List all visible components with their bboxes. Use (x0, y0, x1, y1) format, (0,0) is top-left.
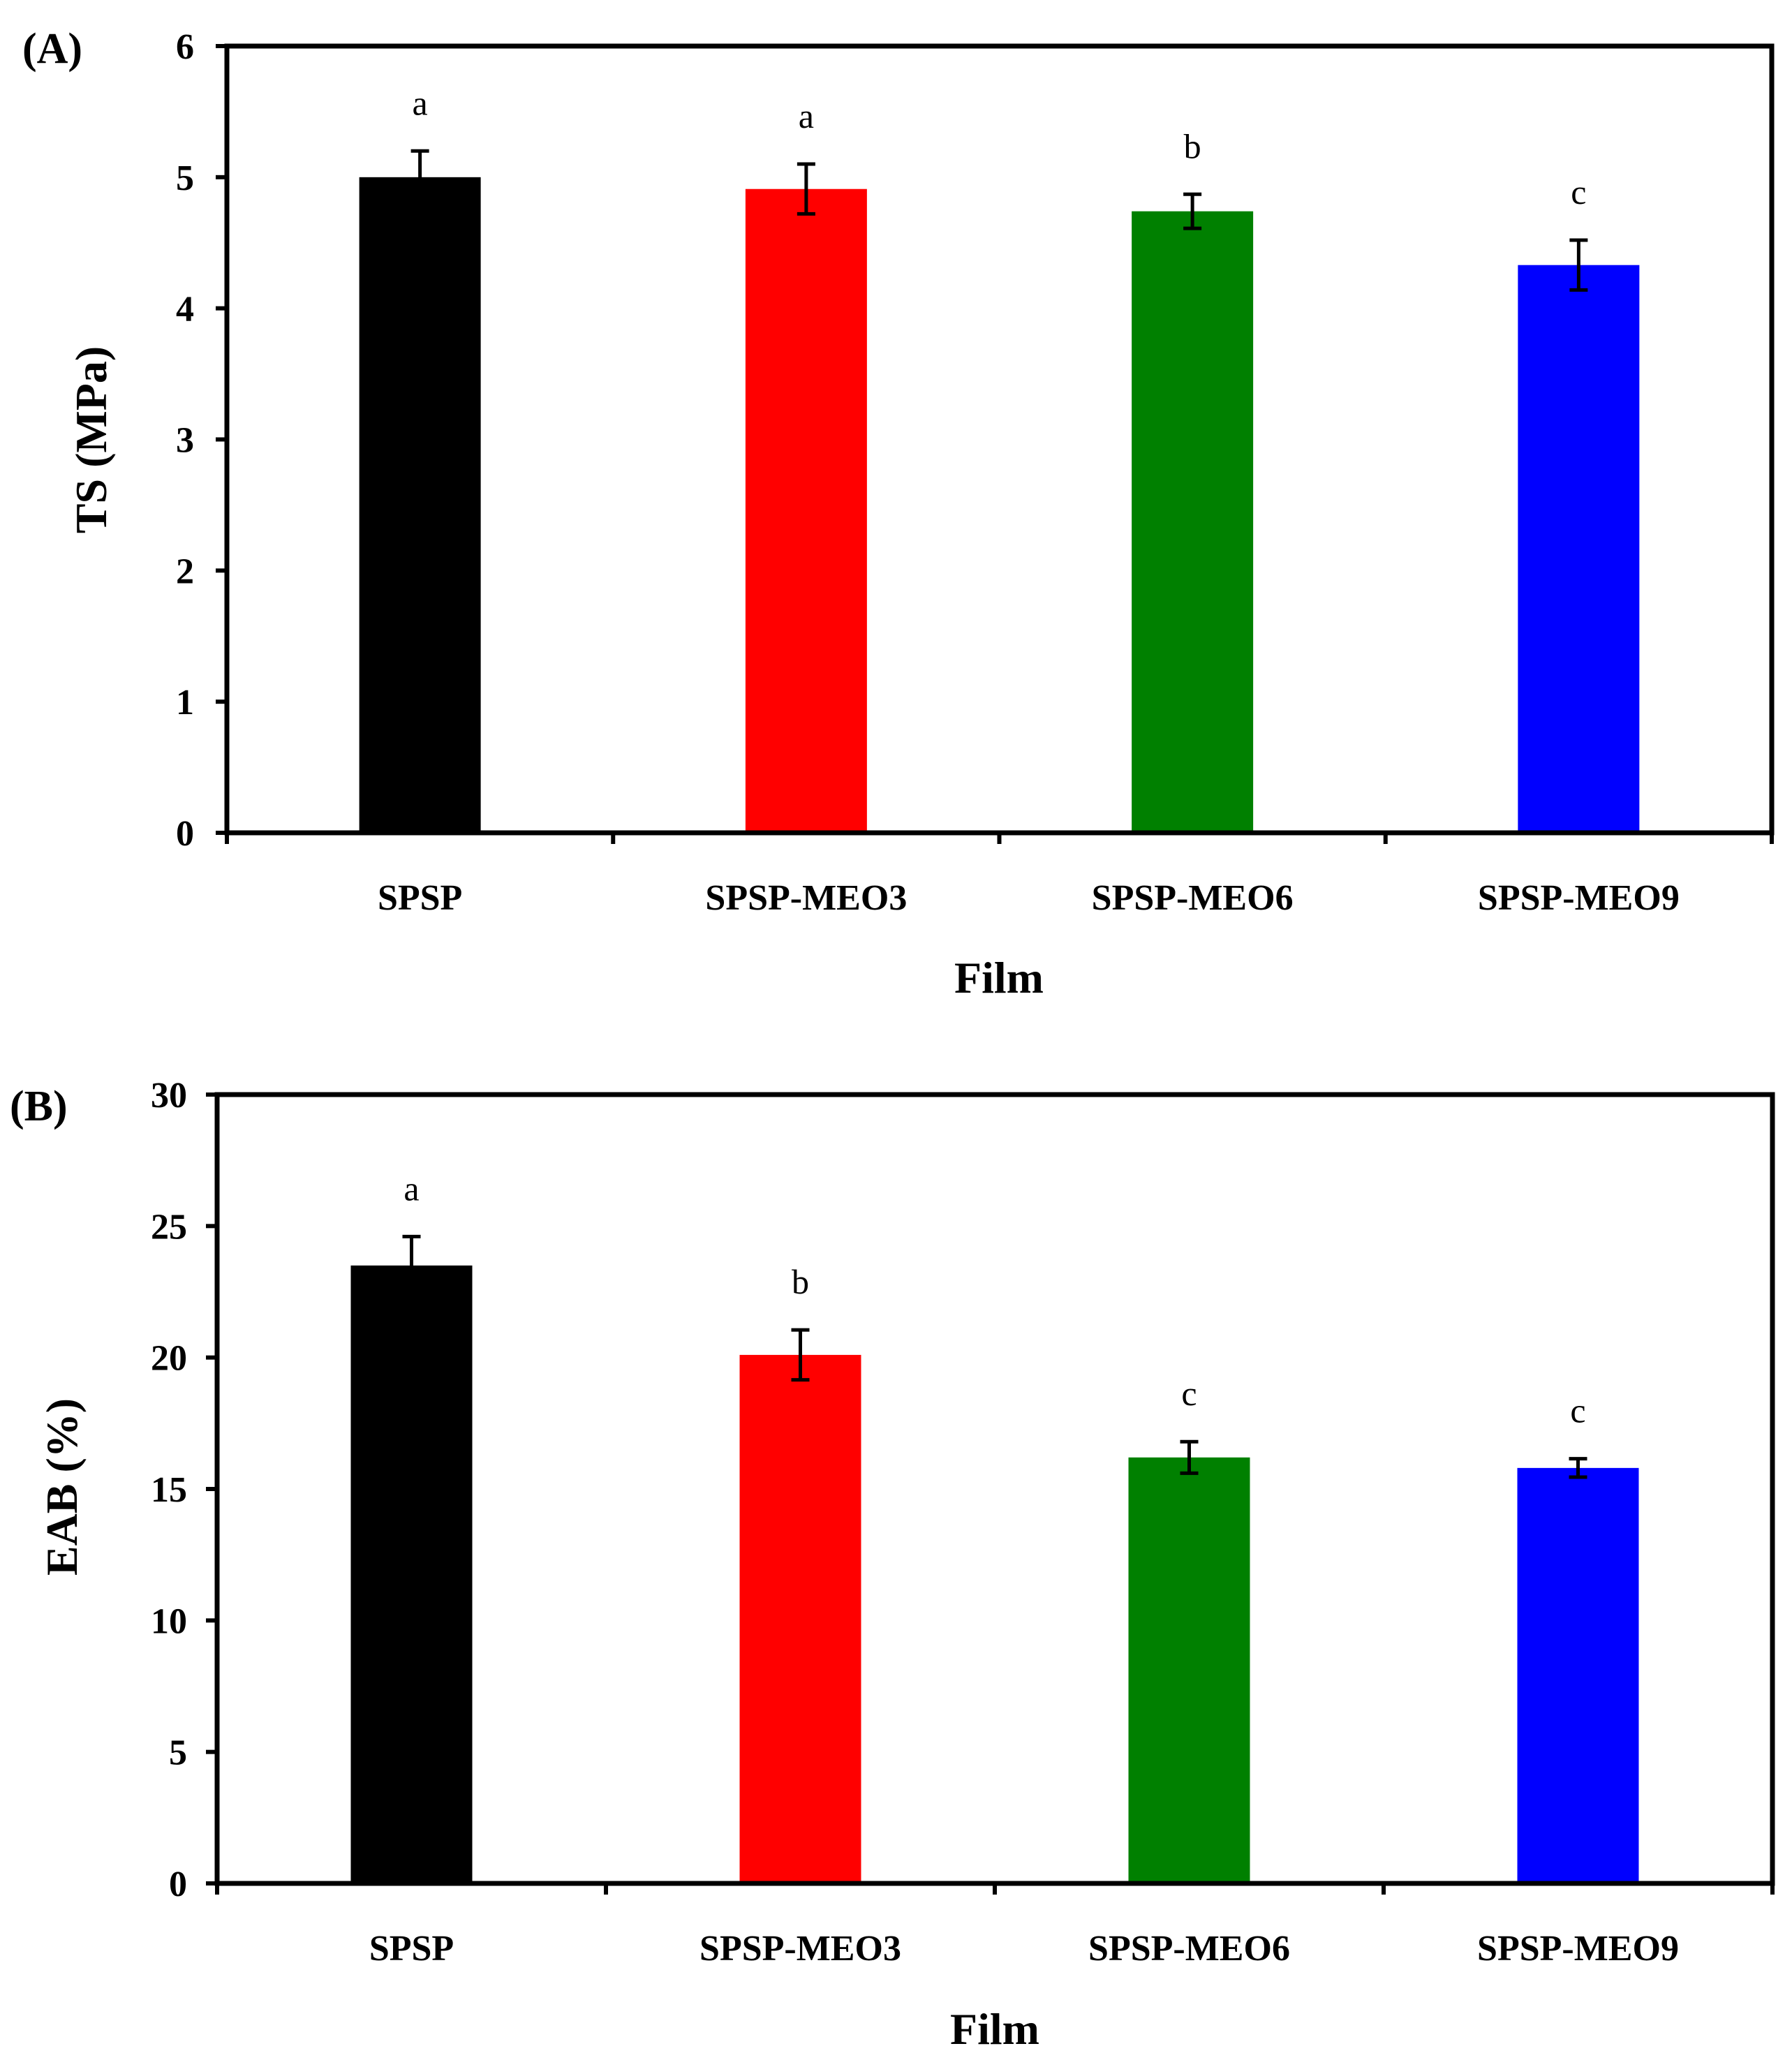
bar-spsp-meo3 (739, 1354, 861, 1883)
y-axis-title: TS (MPa) (66, 346, 116, 533)
y-tick-label: 5 (169, 1733, 187, 1773)
y-tick-label: 3 (176, 421, 194, 461)
x-category-label: SPSP-MEO3 (699, 1929, 901, 1969)
y-tick-label: 10 (151, 1601, 187, 1641)
significance-letter: c (1181, 1374, 1197, 1413)
significance-letter: b (792, 1262, 809, 1301)
y-tick-label: 30 (151, 1076, 187, 1116)
x-category-label: SPSP (378, 878, 462, 918)
panel-label: (B) (10, 1083, 68, 1130)
y-tick-label: 20 (151, 1339, 187, 1379)
significance-letter: c (1571, 172, 1586, 212)
bar-spsp-meo9 (1518, 265, 1640, 834)
y-tick-label: 0 (169, 1865, 187, 1904)
bar-spsp-meo6 (1128, 1457, 1250, 1883)
x-category-label: SPSP (369, 1929, 454, 1969)
significance-letter: a (799, 96, 814, 135)
y-tick-label: 2 (176, 551, 194, 591)
error-bar (1183, 192, 1202, 230)
x-category-label: SPSP-MEO9 (1478, 878, 1680, 918)
bar-spsp (350, 1265, 473, 1883)
error-bar (410, 149, 429, 205)
error-bar (1180, 1439, 1199, 1475)
bar-spsp-meo6 (1132, 211, 1254, 833)
y-tick-label: 1 (176, 683, 194, 723)
panel-b-eab-chart: (B) a b c c 0 5 10 15 20 25 30 SPSP SPSP-MEO3 SPSP-… (10, 1076, 1775, 2054)
y-tick-label: 6 (176, 27, 194, 67)
significance-letter: a (413, 83, 428, 122)
error-bar (791, 1328, 810, 1382)
significance-letter: c (1570, 1391, 1585, 1430)
y-tick-label: 4 (176, 290, 194, 329)
y-tick-label: 5 (176, 158, 194, 198)
x-category-label: SPSP-MEO3 (705, 878, 907, 918)
significance-letter: a (403, 1169, 419, 1208)
x-category-label: SPSP-MEO6 (1088, 1929, 1290, 1969)
x-category-label: SPSP-MEO9 (1477, 1929, 1679, 1969)
bar-spsp-meo9 (1517, 1467, 1639, 1883)
error-bar (402, 1234, 421, 1296)
panel-a-ts-chart: (A) a a b c 0 1 2 3 4 5 6 SPSP SPSP-MEO3 SPSP-MEO6 S… (22, 25, 1775, 1002)
y-tick-label: 15 (151, 1470, 187, 1510)
y-tick-label: 25 (151, 1207, 187, 1247)
x-axis-title: Film (954, 953, 1044, 1002)
x-axis-title: Film (950, 2004, 1039, 2054)
bar-spsp-meo3 (745, 188, 867, 833)
significance-letter: b (1184, 126, 1201, 165)
y-axis-title: EAB (%) (37, 1398, 87, 1576)
y-tick-label: 0 (176, 814, 194, 854)
x-category-label: SPSP-MEO6 (1092, 878, 1294, 918)
panel-label: (A) (22, 25, 82, 73)
error-bar (1569, 238, 1588, 292)
bar-spsp (359, 177, 481, 834)
error-bar (797, 162, 815, 216)
error-bar (1569, 1457, 1587, 1479)
